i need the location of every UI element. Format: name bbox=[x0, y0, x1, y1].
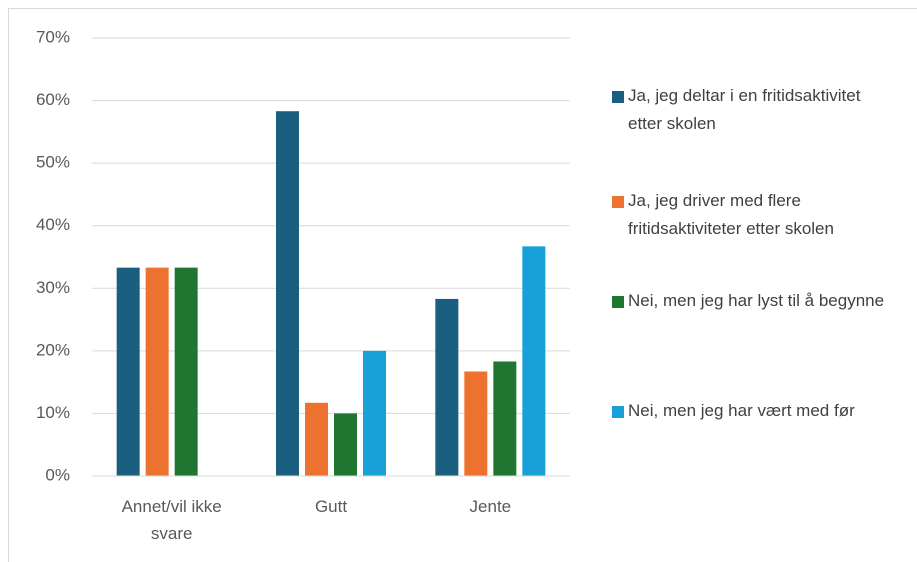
legend-swatch bbox=[612, 91, 624, 103]
y-tick-label: 70% bbox=[36, 27, 70, 46]
y-tick-label: 20% bbox=[36, 340, 70, 359]
bar bbox=[464, 371, 488, 476]
bar bbox=[522, 246, 546, 476]
legend-swatch bbox=[612, 196, 624, 208]
bar bbox=[493, 361, 517, 476]
chart-border bbox=[8, 8, 917, 562]
y-tick-label: 30% bbox=[36, 278, 70, 297]
y-tick-label: 0% bbox=[45, 465, 70, 484]
x-tick-label: Gutt bbox=[315, 497, 347, 516]
bar bbox=[174, 267, 198, 476]
legend-label: Nei, men jeg har vært med før bbox=[628, 401, 855, 420]
x-tick-label: Annet/vil ikke svare bbox=[122, 497, 222, 543]
legend-label: Nei, men jeg har lyst til å begynne bbox=[628, 291, 884, 310]
legend-swatch bbox=[612, 296, 624, 308]
y-tick-label: 40% bbox=[36, 215, 70, 234]
bar bbox=[363, 350, 386, 476]
y-tick-label: 60% bbox=[36, 90, 70, 109]
bar bbox=[305, 402, 328, 476]
legend-swatch bbox=[612, 406, 624, 418]
bar bbox=[276, 111, 299, 477]
legend-label: Ja, jeg deltar i en fritidsaktivitet ette… bbox=[628, 86, 861, 133]
bar bbox=[116, 267, 140, 476]
legend: Ja, jeg deltar i en fritidsaktivitet ette… bbox=[612, 86, 884, 420]
x-tick-label: Jente bbox=[470, 497, 512, 516]
bar bbox=[145, 267, 169, 476]
legend-label: Ja, jeg driver med flere fritidsaktivitet… bbox=[628, 191, 834, 238]
bar bbox=[435, 298, 459, 476]
y-tick-label: 10% bbox=[36, 403, 70, 422]
y-tick-label: 50% bbox=[36, 153, 70, 172]
bar bbox=[334, 413, 357, 476]
